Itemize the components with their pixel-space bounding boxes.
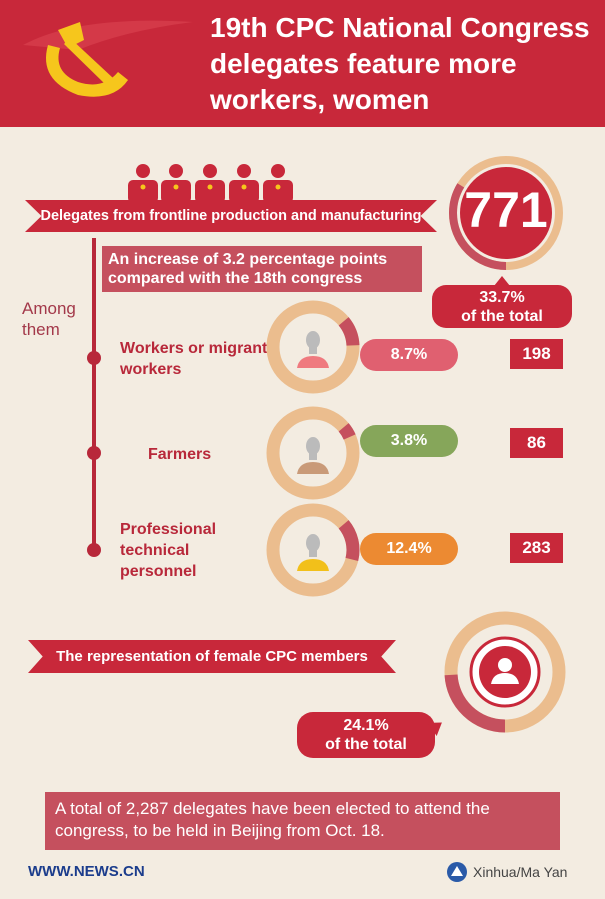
timeline-line [92,238,96,553]
female-share-bubble: 24.1% of the total [297,712,435,758]
female-share-donut [444,611,566,733]
summary-note: A total of 2,287 delegates have been ele… [45,792,560,850]
category-donut [266,300,360,394]
female-figure-icon [491,658,519,684]
pct-pill-workers: 8.7% [360,339,458,371]
category-donut [266,406,360,500]
share-text: of the total [461,308,543,325]
person-icon [297,437,329,474]
donut-center [460,167,552,259]
site-link[interactable]: WWW.NEWS.CN [28,863,145,880]
category-label-farmers: Farmers [148,446,212,463]
female-ribbon: The representation of female CPC members [28,640,396,673]
donut-track [266,300,360,394]
frontline-ribbon: Delegates from frontline production and … [25,200,437,232]
category-label-workers: Workers or migrant workers [120,340,268,378]
count-workers: 198 [510,339,563,369]
among-them-label: Among them [22,299,76,339]
frontline-share-bubble: 33.7% of the total [432,276,572,328]
timeline-dot [87,351,101,365]
share-pct: 33.7% [479,289,525,306]
page-title: 19th CPC National Congress delegates fea… [210,12,590,115]
category-label-professionals: Professional technical personnel [120,521,217,580]
donut-track [266,406,360,500]
donut-share-arc [266,503,360,597]
credit: Xinhua/Ma Yan [473,864,568,880]
count-farmers: 86 [510,428,563,458]
person-icon [297,331,329,368]
pct-pill-farmers: 3.8% [360,425,458,457]
donut-share-arc [449,156,563,270]
category-donut [266,503,360,597]
timeline-dot [87,446,101,460]
header-banner [0,0,605,127]
xinhua-logo-icon [447,862,467,882]
frontline-share-donut [449,156,563,270]
donut-share-arc [444,611,566,733]
female-pct-text: of the total [325,736,407,753]
timeline-dot [87,543,101,557]
count-professionals: 283 [510,533,563,563]
person-icon [297,534,329,571]
party-emblem-icon [23,20,193,97]
pct-pill-professionals: 12.4% [360,533,458,565]
female-pct: 24.1% [343,717,389,734]
frontline-count: 771 [464,182,548,238]
increase-note: An increase of 3.2 percentage points com… [102,246,422,292]
delegates-icon [128,164,293,203]
